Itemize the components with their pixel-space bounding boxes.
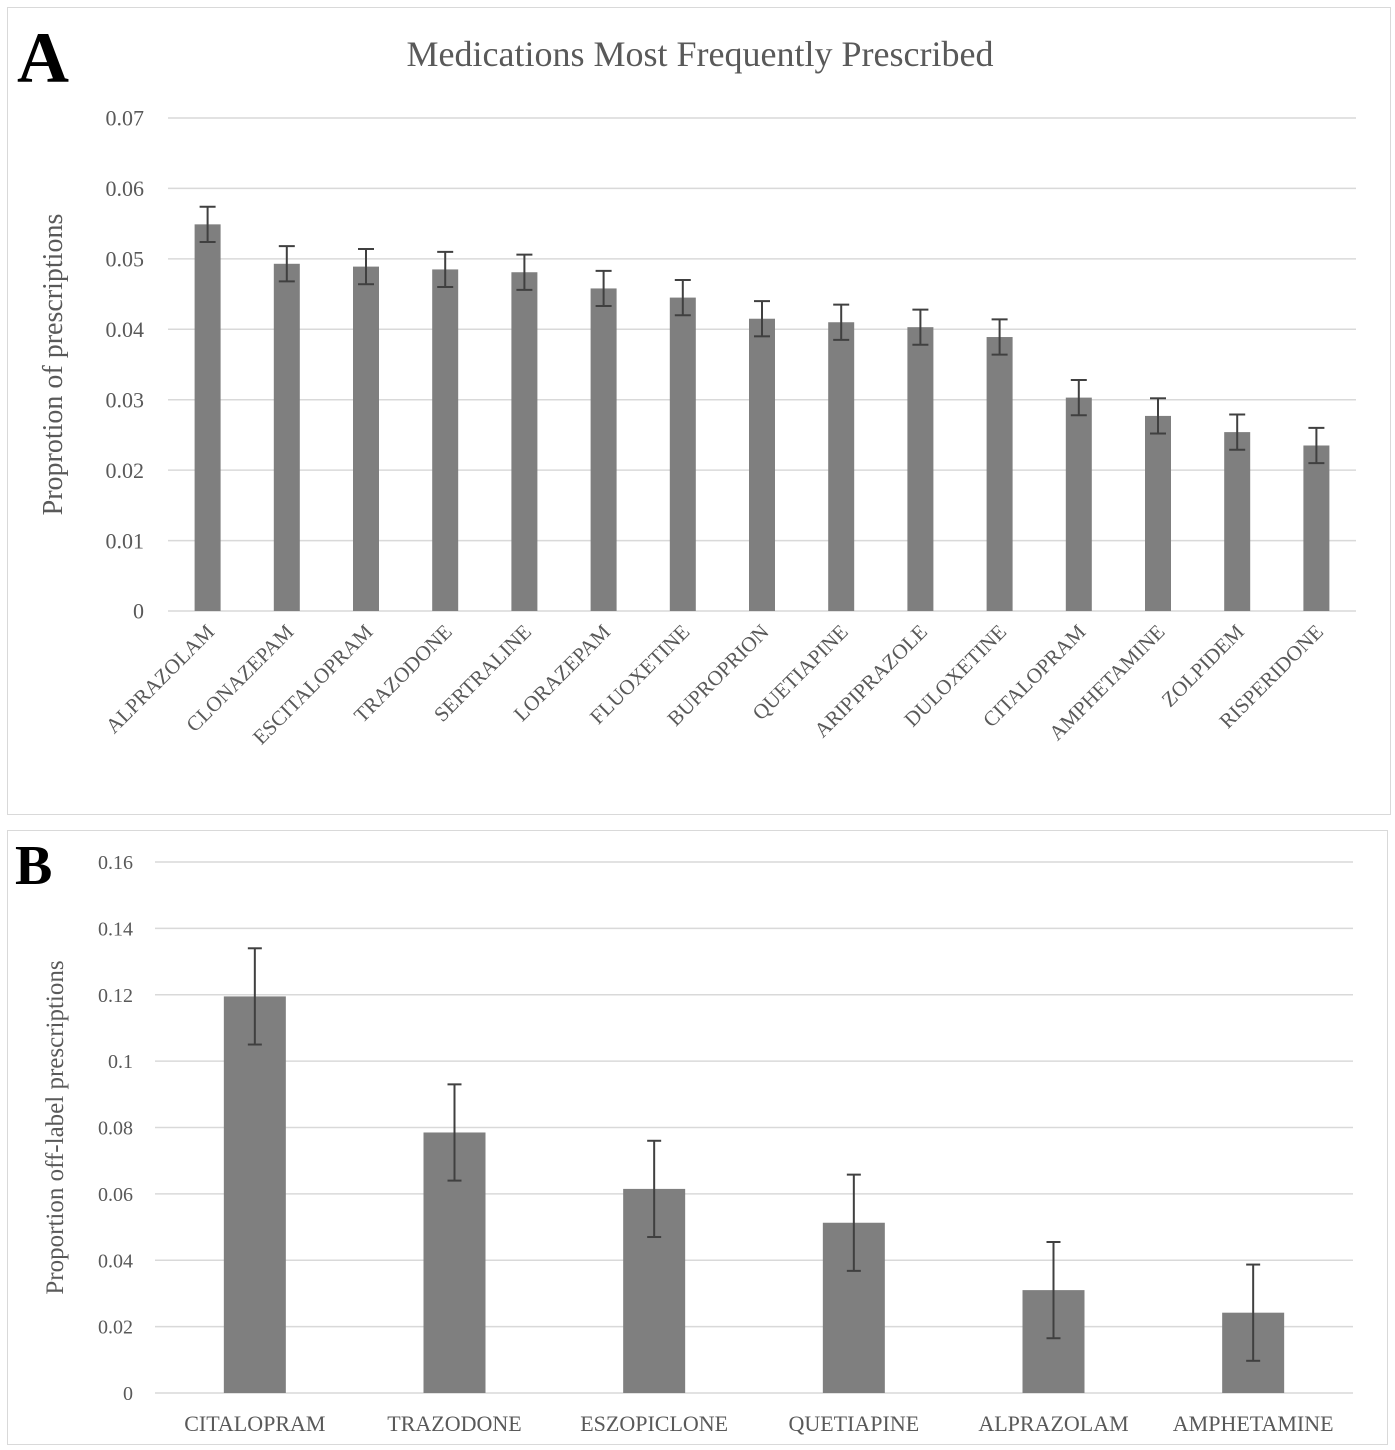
error-bar [437,250,454,289]
y-tick-label: 0.05 [106,247,145,272]
bar [907,327,934,611]
bar [590,288,617,611]
x-tick-label: CITALOPRAM [184,1411,325,1436]
bar [1145,415,1171,611]
error-bar [278,245,295,283]
error-bar [754,300,770,338]
y-tick-label: 0.06 [106,176,145,201]
x-tick-label: ESZOPICLONE [580,1411,728,1436]
panel-a [7,7,1391,815]
y-tick-label: 0.03 [106,387,145,412]
error-bar [1046,1240,1061,1340]
bar [1303,445,1330,611]
error-bar [1150,397,1166,435]
error-bar [991,318,1008,356]
bar [194,224,221,611]
y-axis-label: Proportion off-label prescriptions [42,960,69,1294]
bar [1224,432,1251,611]
bar [223,996,286,1393]
bar [353,266,379,611]
chart-title: Medications Most Frequently Prescribed [407,34,994,74]
bar [432,269,459,611]
y-tick-label: 0.07 [106,106,145,131]
bar [828,322,855,611]
y-tick-label: 0.14 [98,918,133,940]
bar [749,318,775,611]
y-tick-label: 0.08 [98,1118,133,1140]
error-bar [358,247,374,286]
error-bar [674,278,691,317]
y-tick-label: 0.12 [98,985,133,1007]
y-tick-label: 0.04 [106,317,145,342]
error-bar [1229,413,1246,451]
error-bar [247,947,262,1046]
bar [986,337,1013,611]
x-tick-label: ALPRAZOLAM [978,1411,1128,1436]
y-tick-label: 0.02 [106,458,145,483]
y-tick-label: 0.16 [98,852,133,874]
error-bar [1070,378,1087,417]
chart-a: Medications Most Frequently Prescribed 0 0… [38,34,1356,749]
x-tick-label: QUETIAPINE [788,1411,919,1436]
y-axis-label: Proprotion of prescriptions [38,214,69,516]
error-bar [833,303,850,341]
x-tick-label: AMPHETAMINE [1173,1411,1334,1436]
error-bar [516,253,533,291]
y-tick-label: 0.06 [98,1184,133,1206]
panel-b-letter: B [15,835,53,897]
bar [669,297,696,611]
error-bar [647,1139,662,1239]
error-bar [595,269,612,308]
bar [1065,397,1092,611]
error-bar [912,308,929,346]
y-tick-label: 0 [133,599,144,624]
y-tick-label: 0.1 [108,1051,133,1073]
error-bar [846,1173,861,1272]
panel-a-letter: A [17,18,69,98]
y-tick-label: 0.02 [98,1317,133,1339]
x-tick-label: TRAZODONE [387,1411,521,1436]
error-bar [1308,426,1325,465]
bar [273,263,300,611]
error-bar [1246,1263,1261,1362]
error-bar [199,205,216,243]
y-tick-label: 0 [123,1383,133,1405]
y-tick-label: 0.04 [98,1250,133,1272]
bar [511,272,538,611]
error-bar [447,1083,462,1182]
y-tick-label: 0.01 [106,528,145,553]
